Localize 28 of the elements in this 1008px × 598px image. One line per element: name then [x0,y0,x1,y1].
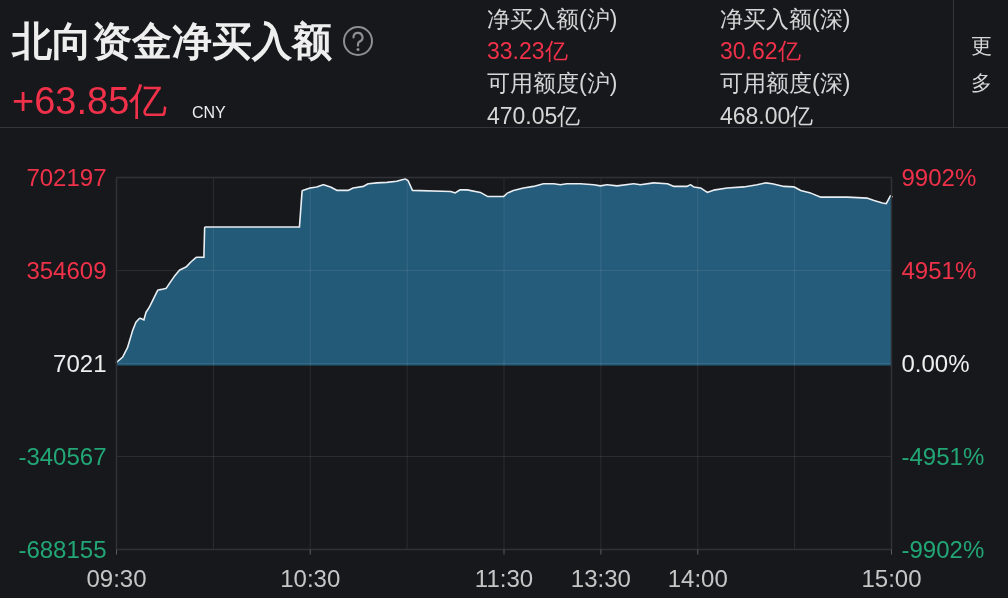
text: 可用额度(沪) [487,69,618,97]
x-tick-label: 10:30 [280,565,341,592]
chart-subtitle: +63.85亿 [12,79,168,124]
text: CNY [192,102,226,122]
y-tick-label: 702197 [26,164,107,191]
y2-tick-label: 0.00% [901,350,970,377]
x-tick-label: 15:00 [861,565,922,592]
y-tick-label: 7021 [53,350,107,377]
text: 更多 [971,33,993,96]
text: 468.00亿 [720,102,814,129]
text: 470.05亿 [487,102,581,129]
y-tick-label: -340567 [18,443,107,470]
text: 净买入额(沪) [487,5,618,33]
y2-tick-label: -9902% [901,536,985,563]
text: 可用额度(深) [720,69,851,97]
text: 33.23亿 [487,37,568,65]
chart-title: 北向资金净买入额 [12,18,332,65]
y-tick-label: -688155 [18,536,107,563]
y2-tick-label: 9902% [901,164,977,191]
y-tick-label: 354609 [26,257,107,284]
x-tick-label: 09:30 [86,565,147,592]
y2-tick-label: 4951% [901,257,977,284]
text: 30.62亿 [720,37,801,65]
x-tick-label: 11:30 [474,565,534,592]
x-tick-label: 13:30 [570,565,631,592]
x-tick-label: 14:00 [667,565,728,592]
text: 净买入额(深) [720,5,851,33]
y2-tick-label: -4951% [901,443,985,470]
